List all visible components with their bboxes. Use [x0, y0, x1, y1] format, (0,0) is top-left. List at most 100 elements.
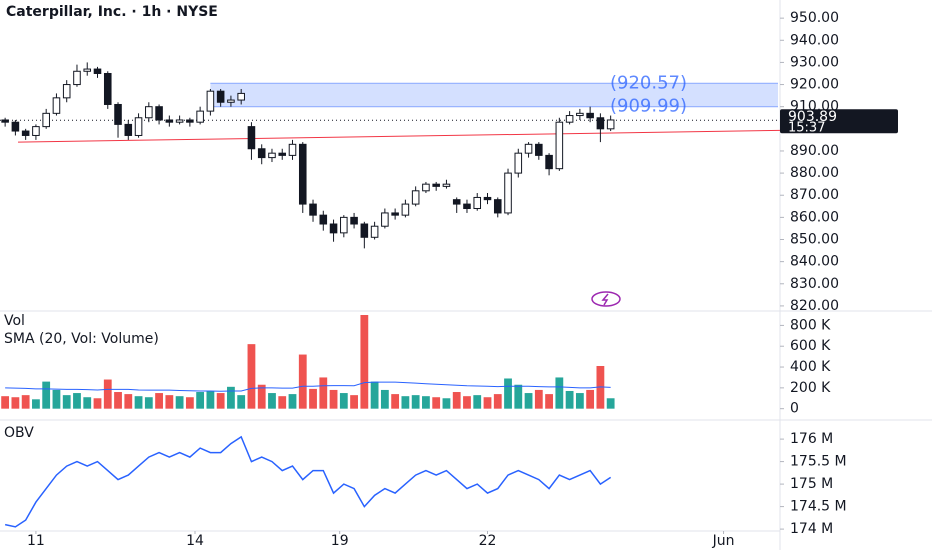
candle-body [186, 119, 194, 123]
candle-body [586, 112, 594, 119]
candle-body [155, 106, 163, 121]
candle-body [11, 121, 20, 132]
volume-bar [114, 392, 122, 409]
volume-bar [575, 393, 584, 409]
candle-body [401, 203, 410, 216]
volume-bar [319, 377, 328, 409]
volume-bar [432, 397, 441, 409]
volume-bar [268, 393, 276, 409]
trendline [17, 129, 781, 143]
candle-body [463, 203, 471, 210]
volume-bar [411, 395, 420, 409]
candle-body [545, 154, 553, 170]
volume-bar [473, 395, 482, 409]
price-tag-label: 903.89 [788, 109, 837, 125]
volume-bar [380, 389, 389, 409]
y-tick-label: 175 M [790, 476, 833, 492]
y-tick-label: 930.00 [790, 54, 839, 70]
price-tag [780, 109, 898, 134]
volume-bar [463, 396, 471, 409]
volume-bar [309, 388, 317, 409]
volume-bar [124, 394, 133, 409]
candle-body [473, 196, 482, 210]
candle-body [114, 103, 122, 125]
candle-body [247, 126, 256, 150]
candle-body [278, 152, 287, 156]
candle-body [340, 216, 348, 234]
y-tick-label: 0 [790, 401, 799, 417]
candle-body [360, 223, 369, 238]
volume-bar [247, 344, 256, 409]
candle-body [268, 152, 276, 159]
volume-bar [144, 397, 153, 409]
volume-bar [483, 397, 492, 409]
volume-bar [257, 384, 266, 409]
zone-label: (920.57) [610, 72, 687, 93]
x-tick-label: Jun [712, 533, 735, 549]
y-tick-label: 175.5 M [790, 454, 847, 470]
candle-body [596, 117, 605, 130]
volume-bar [586, 389, 595, 409]
candle-body [606, 119, 615, 130]
volume-bar [534, 389, 543, 409]
y-tick-label: 800 K [790, 317, 831, 333]
sma-line [5, 381, 611, 392]
x-tick-label: 22 [479, 533, 497, 549]
volume-bar [278, 396, 287, 409]
y-tick-label: 940.00 [790, 32, 839, 48]
volume-bar [196, 392, 205, 409]
x-tick-label: 11 [27, 533, 45, 549]
volume-bar [370, 381, 379, 409]
volume-bar [606, 398, 615, 409]
candle-body [1, 119, 9, 123]
candle-body [452, 199, 461, 205]
pane-title: Vol [4, 313, 25, 329]
y-tick-label: 950.00 [790, 10, 839, 26]
y-tick-label: 176 M [790, 431, 833, 447]
candle-body [422, 183, 430, 192]
volume-bar [216, 393, 225, 409]
countdown: 15:37 [788, 121, 825, 136]
candle-body [381, 212, 389, 227]
volume-bar [42, 381, 51, 409]
candle-body [237, 92, 245, 101]
y-tick-label: 880.00 [790, 165, 839, 181]
candle-body [391, 212, 399, 216]
volume-bar [165, 395, 174, 409]
candle-body [535, 143, 543, 156]
candle-body [576, 112, 584, 117]
y-tick-label: 840.00 [790, 254, 839, 270]
x-tick-label: 19 [331, 533, 349, 549]
candle-body [93, 68, 102, 74]
volume-bar [227, 386, 235, 409]
volume-bar [422, 396, 430, 409]
candle-body [555, 121, 564, 170]
y-tick-label: 890.00 [790, 143, 839, 159]
candle-body [52, 97, 61, 114]
candle-body [21, 130, 30, 136]
volume-bar [62, 395, 71, 409]
event-icon [591, 291, 621, 307]
y-tick-label: 174 M [790, 521, 833, 537]
volume-bar [442, 398, 451, 409]
volume-bar [175, 396, 184, 409]
candle-body [432, 183, 440, 187]
volume-bar [11, 397, 20, 409]
volume-bar [288, 394, 297, 409]
y-tick-label: 400 K [790, 359, 831, 375]
volume-bar [596, 366, 605, 409]
volume-bar [134, 396, 143, 409]
volume-bar [360, 315, 369, 409]
volume-bar [524, 393, 533, 409]
candle-body [524, 143, 533, 154]
volume-bar [329, 389, 338, 409]
candle-body [32, 126, 40, 136]
volume-bar [298, 354, 307, 409]
candle-body [298, 143, 307, 205]
candle-body [329, 223, 338, 234]
pane-subtitle: SMA (20, Vol: Volume) [4, 331, 159, 347]
candle-body [165, 119, 174, 123]
y-tick-label: 860.00 [790, 209, 839, 225]
volume-bar [514, 384, 523, 409]
